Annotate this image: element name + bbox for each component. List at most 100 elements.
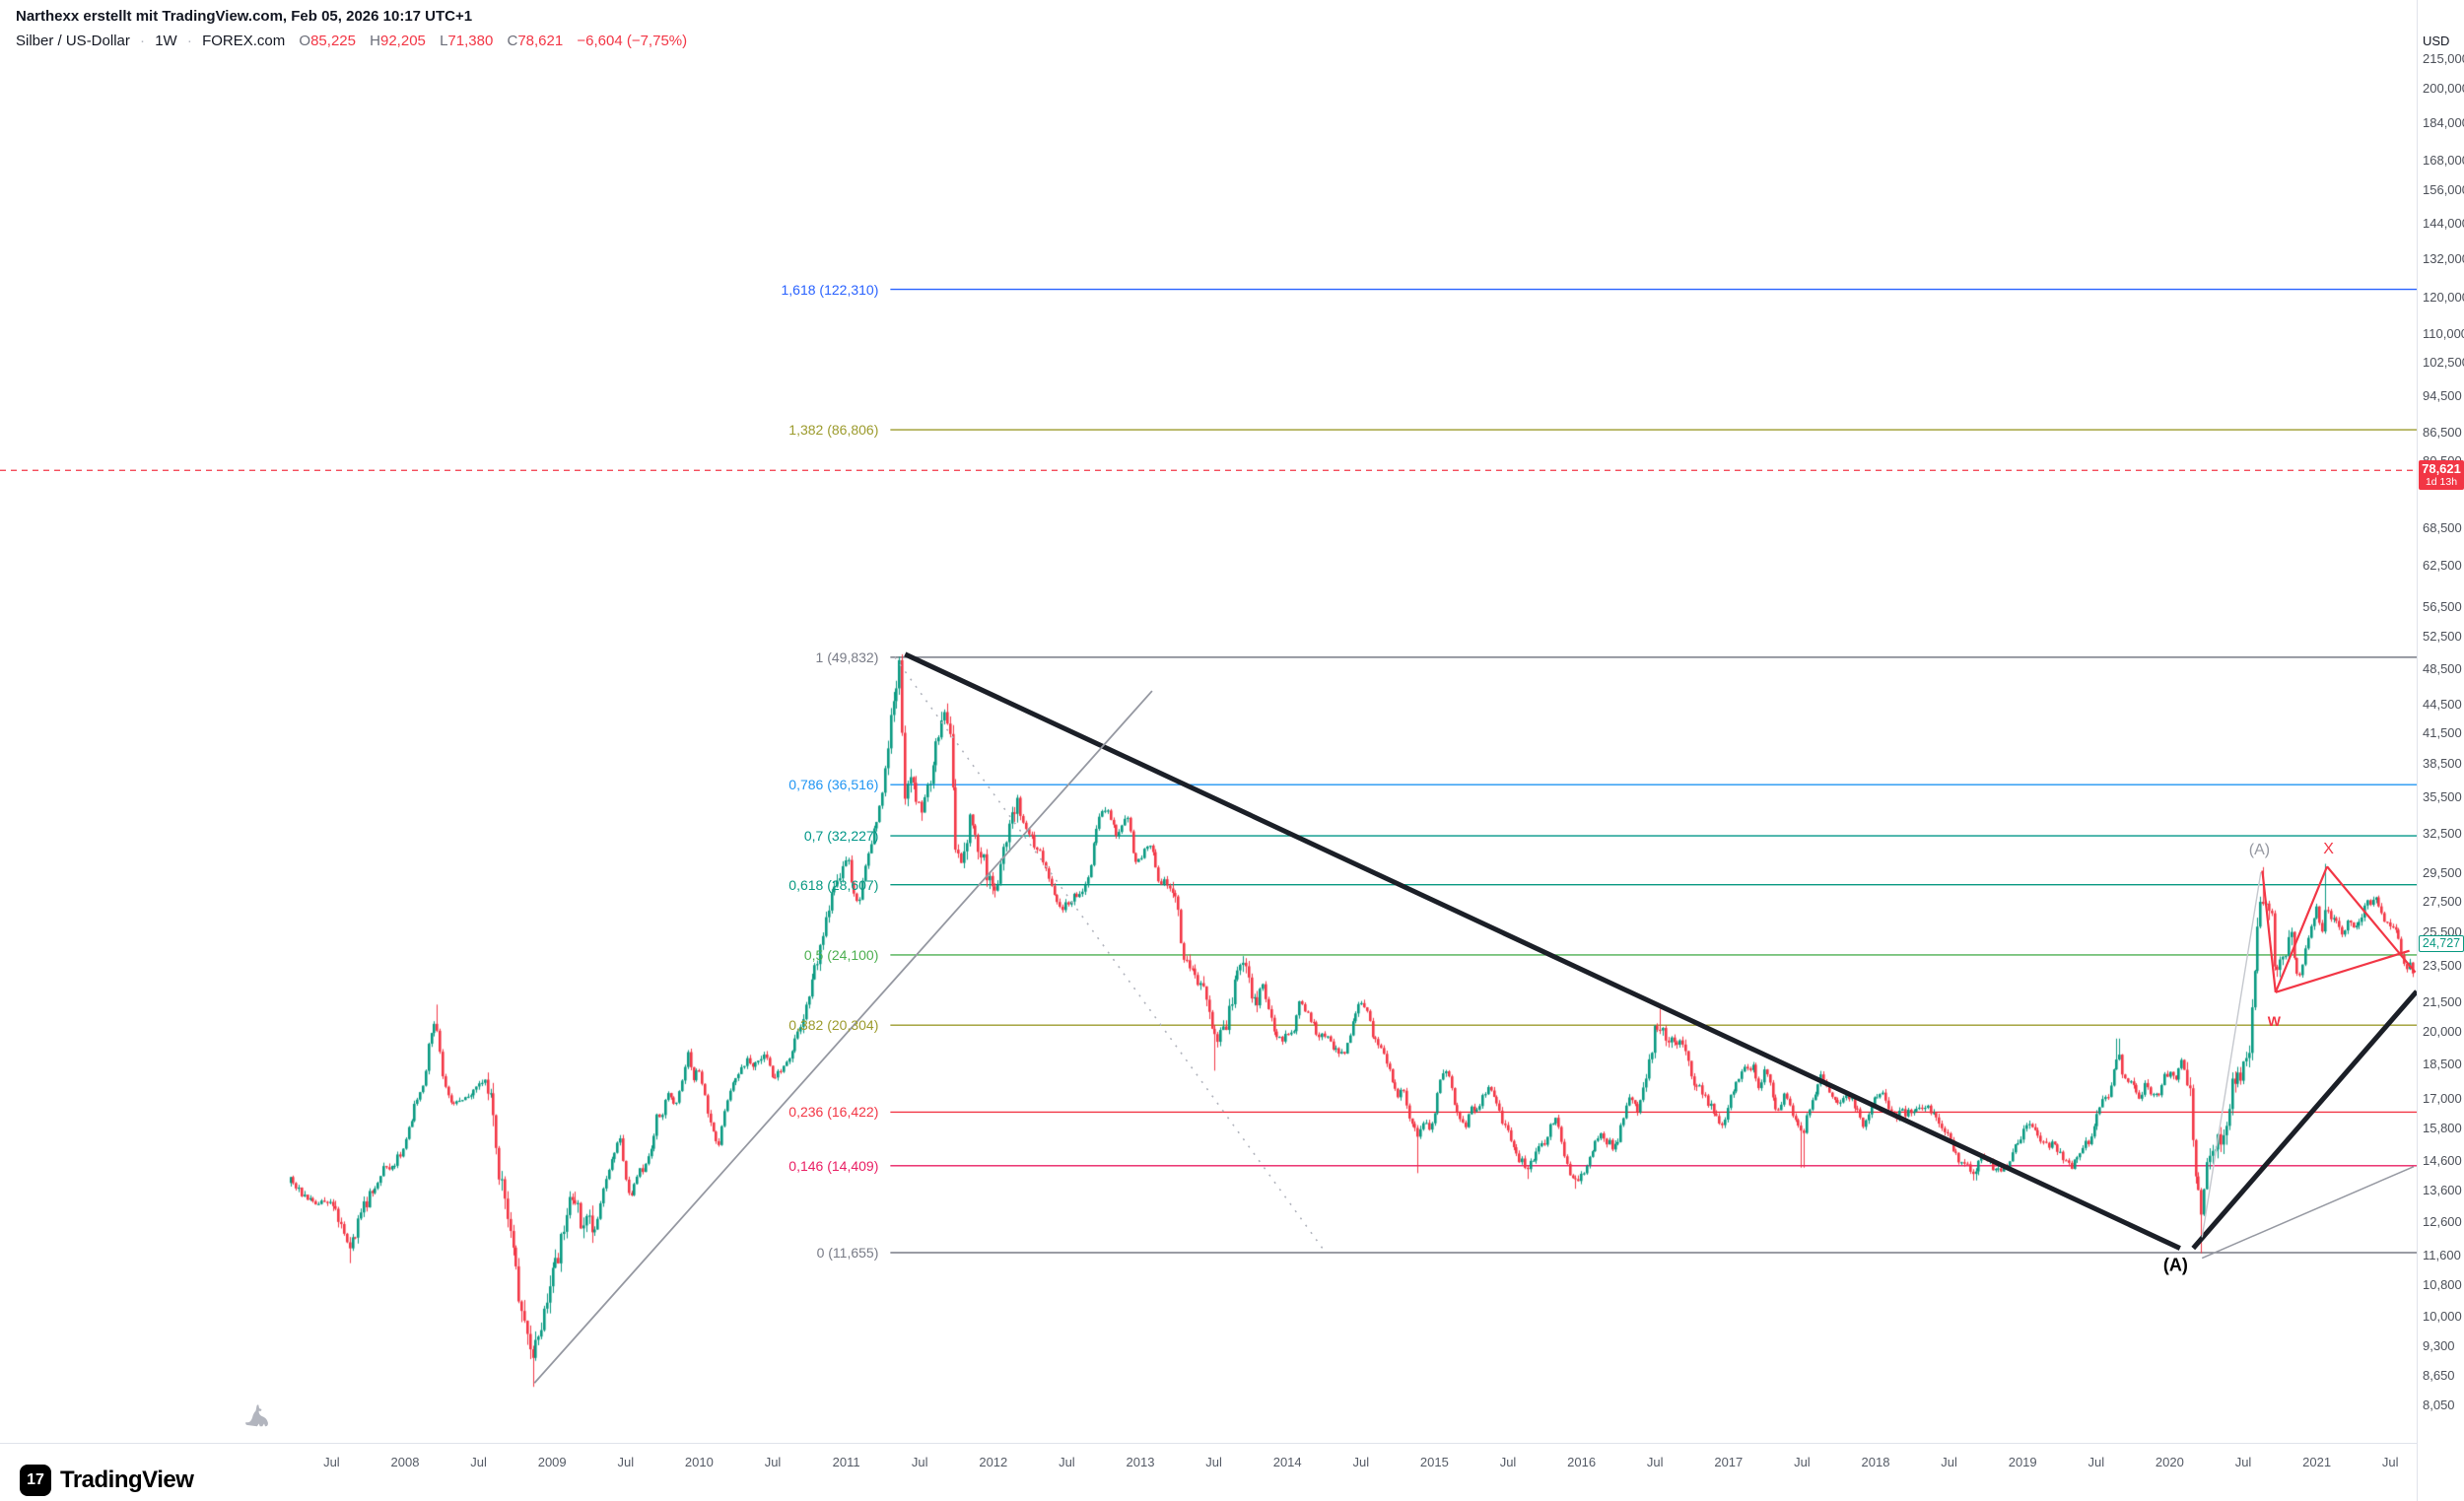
price-tick: 120,000 xyxy=(2423,290,2464,306)
time-tick: Jul xyxy=(1059,1455,1075,1469)
time-tick: Jul xyxy=(617,1455,635,1469)
time-tick: Jul xyxy=(2234,1455,2252,1469)
downtrend-2011-2020[interactable] xyxy=(904,651,2181,1251)
wave-A-gray-label: (A) xyxy=(2248,841,2271,858)
price-tick: 20,000 xyxy=(2423,1024,2462,1040)
time-tick: 2014 xyxy=(1272,1455,1302,1469)
open-value: 85,225 xyxy=(310,33,356,49)
price-tick: 38,500 xyxy=(2423,756,2462,772)
bar-countdown: 1d 13h xyxy=(2425,476,2458,489)
trendline-drawings[interactable] xyxy=(0,0,2417,1443)
time-tick: 2012 xyxy=(979,1455,1008,1469)
wedge-upper[interactable] xyxy=(2326,865,2417,974)
price-tick: 21,500 xyxy=(2423,994,2462,1010)
price-tick: 144,000 xyxy=(2423,215,2464,231)
time-tick: 2008 xyxy=(390,1455,420,1469)
price-tick: 11,600 xyxy=(2423,1247,2461,1262)
price-tick: 10,000 xyxy=(2423,1308,2462,1324)
fib-level-label: 1,382 (86,806) xyxy=(788,422,879,439)
price-tick: 168,000 xyxy=(2423,152,2464,168)
time-tick: Jul xyxy=(1794,1455,1811,1469)
price-tick: 184,000 xyxy=(2423,114,2464,130)
time-tick: Jul xyxy=(1499,1455,1517,1469)
time-tick: 2011 xyxy=(832,1455,860,1469)
open-letter: O xyxy=(299,33,311,49)
price-tick: 102,500 xyxy=(2423,354,2464,370)
price-tick: 14,600 xyxy=(2423,1153,2462,1169)
price-tick: 32,500 xyxy=(2423,825,2462,841)
high-letter: H xyxy=(370,33,380,49)
price-tick: 27,500 xyxy=(2423,894,2462,910)
fan-line-2020[interactable] xyxy=(2201,1165,2415,1260)
fib-level-label: 0,382 (20,304) xyxy=(788,1017,879,1034)
wave-decline-W[interactable] xyxy=(2261,870,2277,992)
symbol-title[interactable]: Silber / US-Dollar xyxy=(16,33,130,49)
fib-level-label: 0,618 (28,607) xyxy=(788,876,879,893)
wave-advance-X[interactable] xyxy=(2274,865,2329,993)
fib-level-label: 1 (49,832) xyxy=(815,648,879,665)
tradingview-logo-icon: 17 xyxy=(20,1465,51,1496)
low-value: 71,380 xyxy=(447,33,494,49)
time-tick: Jul xyxy=(911,1455,928,1469)
fib-level-label: 0,7 (32,227) xyxy=(803,828,879,845)
fib-level-label: 0,5 (24,100) xyxy=(803,946,879,963)
price-tick: 9,300 xyxy=(2423,1337,2455,1353)
support-2008-2012[interactable] xyxy=(533,690,1153,1384)
time-tick: 2015 xyxy=(1419,1455,1449,1469)
fib-level-label: 0,786 (36,516) xyxy=(788,777,879,793)
price-tick: 62,500 xyxy=(2423,557,2462,573)
candlestick-chart[interactable] xyxy=(0,0,2417,1443)
time-tick: 2009 xyxy=(537,1455,567,1469)
price-tick: 68,500 xyxy=(2423,519,2462,535)
price-tick: 29,500 xyxy=(2423,864,2462,880)
time-tick: Jul xyxy=(1941,1455,1957,1469)
time-tick: Jul xyxy=(1646,1455,1664,1469)
low-letter: L xyxy=(440,33,448,49)
price-tick: 132,000 xyxy=(2423,250,2464,266)
time-tick: 2013 xyxy=(1126,1455,1155,1469)
advance-2020[interactable] xyxy=(2201,871,2262,1238)
close-letter: C xyxy=(507,33,518,49)
time-tick: Jul xyxy=(1205,1455,1222,1469)
price-tick: 200,000 xyxy=(2423,81,2464,97)
price-tick: 13,600 xyxy=(2423,1182,2462,1197)
time-tick: 2016 xyxy=(1567,1455,1597,1469)
fib-level-label: 0,146 (14,409) xyxy=(788,1157,879,1174)
uptrend-2020[interactable] xyxy=(2191,989,2417,1251)
time-tick: Jul xyxy=(764,1455,782,1469)
price-tick: 215,000 xyxy=(2423,50,2464,66)
time-tick: 2018 xyxy=(1861,1455,1890,1469)
time-axis[interactable]: Jul 2008 Jul 2009 Jul 2010 Jul 2011 Jul 2012 Jul 20… xyxy=(0,1443,2464,1501)
time-tick: 2021 xyxy=(2302,1455,2332,1469)
wave-W-label: W xyxy=(2267,1013,2281,1030)
secondary-price-axis-label: 24,727 xyxy=(2419,935,2464,953)
fib-level-label: 0,236 (16,422) xyxy=(788,1104,879,1121)
price-tick: 35,500 xyxy=(2423,788,2462,804)
fib-anchor-line[interactable] xyxy=(894,656,1327,1254)
price-tick: 23,500 xyxy=(2423,958,2462,974)
price-tick: 17,000 xyxy=(2423,1091,2462,1107)
fib-level-label: 0 (11,655) xyxy=(816,1245,879,1261)
price-tick: 41,500 xyxy=(2423,724,2462,740)
price-tick: 10,800 xyxy=(2423,1276,2462,1292)
interval-label[interactable]: 1W xyxy=(155,33,177,49)
time-tick: Jul xyxy=(470,1455,487,1469)
price-tick: 15,800 xyxy=(2423,1121,2462,1136)
exchange-label[interactable]: FOREX.com xyxy=(202,33,286,49)
price-tick: 110,000 xyxy=(2423,325,2464,341)
price-axis[interactable]: USD 215,000 200,000 184,000 168,000 156,000 1… xyxy=(2417,0,2464,1501)
wedge-lower[interactable] xyxy=(2275,949,2410,993)
current-price-axis-label: 78,621 1d 13h xyxy=(2419,460,2464,491)
price-tick: 156,000 xyxy=(2423,182,2464,198)
price-tick: 52,500 xyxy=(2423,629,2462,645)
wave-A-black-label: (A) xyxy=(2162,1255,2188,1275)
price-tick: 8,050 xyxy=(2423,1397,2455,1412)
time-tick: Jul xyxy=(323,1455,340,1469)
tradingview-watermark[interactable]: 17 TradingView xyxy=(20,1465,194,1496)
time-tick: Jul xyxy=(1352,1455,1370,1469)
high-value: 92,205 xyxy=(380,33,426,49)
tradingview-brand-text: TradingView xyxy=(60,1467,194,1493)
currency-label: USD xyxy=(2423,34,2450,48)
time-tick: 2017 xyxy=(1714,1455,1744,1469)
